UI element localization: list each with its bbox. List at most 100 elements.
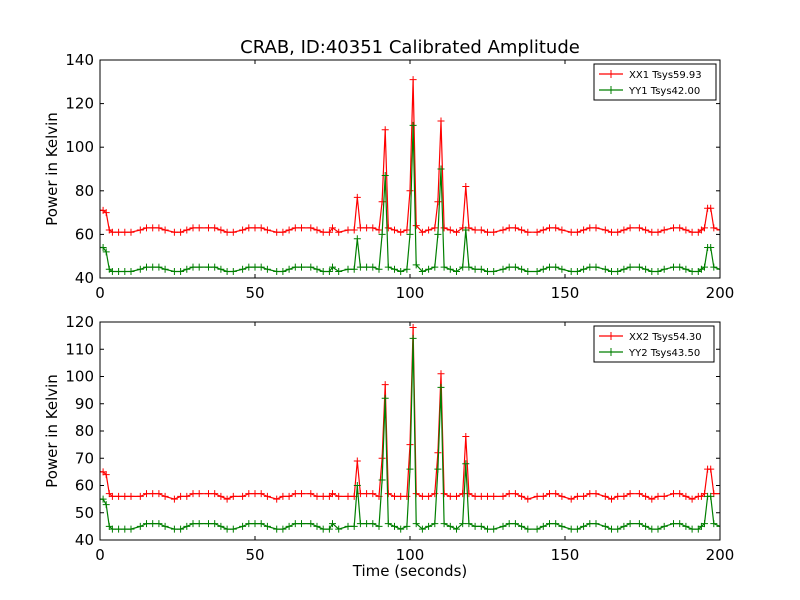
y-axis-label: Power in Kelvin	[43, 374, 61, 488]
data-point	[453, 267, 460, 275]
data-point	[353, 482, 361, 489]
data-point	[654, 267, 662, 275]
data-point	[558, 522, 566, 530]
data-point	[465, 520, 473, 528]
data-point	[195, 490, 203, 498]
data-point	[511, 224, 519, 232]
data-point	[375, 265, 383, 273]
data-point	[601, 226, 609, 234]
data-point	[245, 520, 253, 528]
data-point	[546, 490, 553, 498]
data-point	[670, 490, 677, 498]
data-point	[505, 490, 513, 498]
data-point	[217, 265, 225, 273]
data-point	[329, 520, 336, 528]
data-point	[251, 520, 259, 528]
data-point	[688, 525, 696, 533]
data-point	[676, 263, 684, 271]
data-point	[161, 492, 169, 500]
data-point	[505, 224, 513, 232]
data-point	[484, 492, 491, 500]
legend-label: XX2 Tsys54.30	[629, 332, 702, 343]
x-tick-label: 50	[245, 546, 264, 564]
data-point	[127, 267, 135, 275]
data-point	[660, 226, 668, 234]
data-point	[313, 492, 321, 500]
data-point	[434, 230, 442, 238]
data-point	[378, 198, 386, 206]
data-point	[418, 267, 426, 275]
x-tick-label: 50	[245, 284, 264, 302]
data-point	[701, 224, 708, 232]
data-point	[403, 522, 411, 530]
data-point	[183, 522, 191, 530]
data-point	[217, 226, 225, 234]
x-tick-label: 100	[396, 546, 425, 564]
data-point	[307, 263, 315, 271]
data-point	[431, 263, 439, 271]
data-point	[453, 228, 460, 236]
data-point	[446, 492, 454, 500]
data-point	[539, 226, 547, 234]
legend-box	[593, 325, 715, 363]
legend: XX2 Tsys54.30 YY2 Tsys43.50	[593, 325, 715, 363]
data-point	[524, 267, 532, 275]
data-point	[431, 520, 439, 528]
data-point	[635, 224, 643, 232]
data-point	[459, 520, 467, 528]
data-point	[369, 490, 377, 498]
data-point	[471, 522, 479, 530]
data-point	[567, 267, 575, 275]
data-point	[533, 525, 541, 533]
data-point	[459, 490, 467, 498]
data-point	[546, 224, 553, 232]
data-point	[319, 267, 327, 275]
y-tick-label: 60	[75, 477, 94, 495]
data-point	[418, 492, 426, 500]
plot-data	[100, 76, 720, 275]
data-point	[155, 520, 163, 528]
data-point	[601, 522, 609, 530]
data-point	[707, 204, 715, 212]
data-point	[229, 228, 237, 236]
data-point	[298, 520, 305, 528]
y-tick-label: 100	[65, 138, 94, 156]
data-point	[329, 224, 336, 232]
data-point	[524, 228, 532, 236]
data-point	[329, 490, 336, 498]
data-point	[375, 226, 383, 234]
legend-swatch-marker	[607, 86, 615, 94]
data-point	[580, 522, 588, 530]
data-point	[409, 334, 417, 342]
data-point	[446, 265, 454, 273]
data-point	[329, 263, 336, 271]
data-point	[263, 226, 271, 234]
data-point	[676, 520, 684, 528]
data-point	[682, 492, 690, 500]
data-point	[298, 224, 305, 232]
data-point	[391, 522, 398, 530]
data-point	[614, 525, 622, 533]
data-point	[552, 490, 560, 498]
data-point	[350, 265, 358, 273]
data-point	[108, 228, 116, 236]
data-point	[279, 267, 287, 275]
data-point	[257, 224, 265, 232]
data-point	[573, 228, 581, 236]
data-point	[149, 520, 157, 528]
data-point	[453, 525, 460, 533]
data-point	[291, 520, 299, 528]
data-point	[344, 226, 352, 234]
data-point	[499, 492, 507, 500]
x-tick-label: 200	[706, 546, 735, 564]
data-point	[505, 520, 513, 528]
data-point	[189, 224, 197, 232]
series-line	[100, 338, 720, 530]
data-point	[325, 228, 333, 236]
data-point	[384, 520, 392, 528]
data-point	[614, 228, 622, 236]
data-point	[391, 265, 398, 273]
data-point	[682, 522, 690, 530]
data-point	[391, 492, 398, 500]
data-point	[660, 265, 668, 273]
